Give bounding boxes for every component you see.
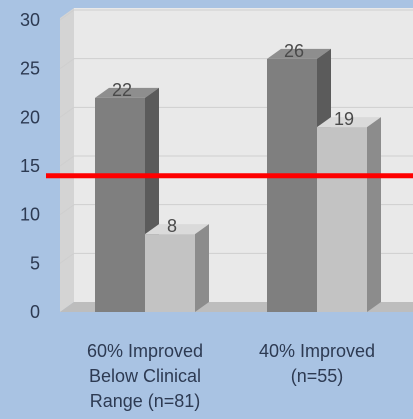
bar-side: [367, 117, 381, 312]
y-tick-label: 30: [20, 10, 40, 30]
plot-side-wall: [60, 8, 74, 312]
bar: [317, 117, 381, 312]
y-tick-label: 5: [30, 253, 40, 273]
bar-top: [267, 48, 331, 59]
bar-front: [317, 127, 367, 312]
data-label: 26: [284, 41, 304, 61]
gridline-depth: [59, 204, 75, 216]
data-label: 8: [167, 216, 177, 236]
bar-side: [195, 224, 209, 312]
gridline-depth: [59, 155, 75, 167]
bar-front: [95, 97, 145, 312]
bar-top: [95, 87, 159, 98]
y-tick-label: 0: [30, 302, 40, 322]
bar-top: [145, 224, 209, 235]
bar-top: [317, 117, 381, 128]
category-label: 60% Improved: [87, 341, 203, 361]
bar: [145, 224, 209, 312]
category-label: Below Clinical: [89, 366, 201, 386]
y-tick-label: 25: [20, 59, 40, 79]
gridline-depth: [59, 58, 75, 70]
data-label: 19: [334, 109, 354, 129]
y-tick-label: 20: [20, 107, 40, 127]
gridline-depth: [59, 106, 75, 118]
gridline-depth: [59, 252, 75, 264]
y-tick-label: 10: [20, 205, 40, 225]
category-label: (n=55): [291, 366, 344, 386]
bar-front: [145, 234, 195, 312]
data-label: 22: [112, 80, 132, 100]
category-label: Range (n=81): [90, 391, 201, 411]
bar-front: [267, 58, 317, 312]
gridline-depth: [59, 9, 75, 21]
y-tick-label: 15: [20, 156, 40, 176]
category-label: 40% Improved: [259, 341, 375, 361]
